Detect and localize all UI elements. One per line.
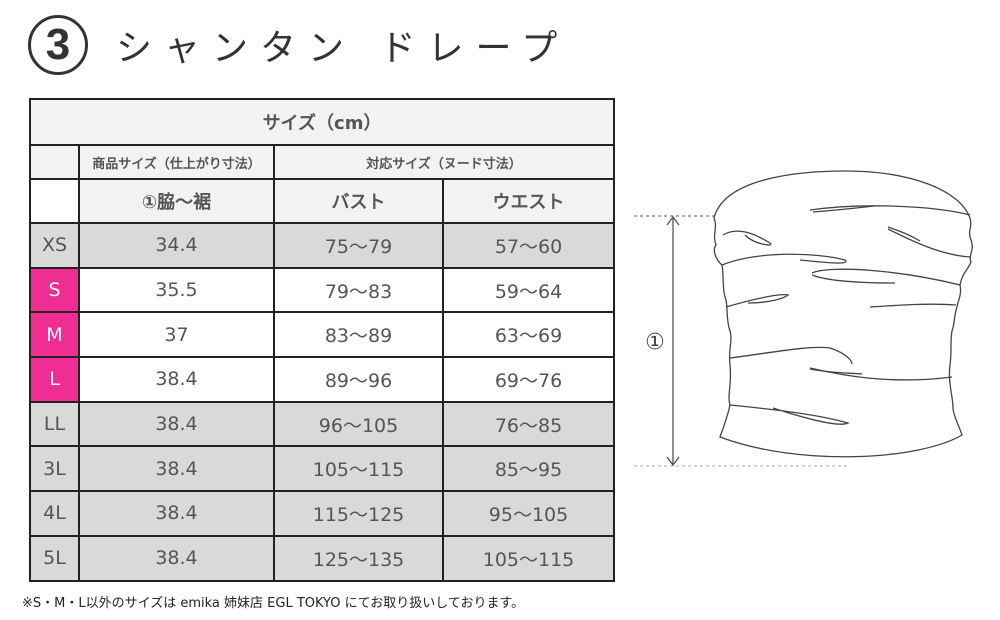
- table-row: 3L 38.4 105～115 85～95: [29, 445, 616, 493]
- length-cell: 38.4: [78, 534, 275, 582]
- waist-cell: 95～105: [441, 490, 616, 537]
- col-length: ①脇～裾: [78, 178, 275, 224]
- bust-cell: 83～89: [273, 311, 444, 359]
- length-cell: 38.4: [78, 356, 275, 403]
- product-name: シャンタン ドレープ: [116, 28, 570, 69]
- group-product-size: 商品サイズ（仕上がり寸法）: [78, 144, 275, 180]
- bust-cell: 125～135: [273, 534, 444, 582]
- measurement-label: ①: [645, 330, 665, 355]
- size-table: サイズ（cm） 商品サイズ（仕上がり寸法） 対応サイズ（ヌード寸法） ①脇～裾 バス…: [28, 98, 616, 582]
- bust-cell: 79～83: [273, 266, 444, 314]
- col-waist: ウエスト: [441, 178, 616, 224]
- bust-cell: 89～96: [273, 356, 444, 403]
- size-cell: L: [29, 356, 80, 403]
- col-bust: バスト: [273, 178, 444, 224]
- size-cell: XS: [29, 222, 80, 269]
- length-cell: 38.4: [78, 490, 275, 537]
- waist-cell: 105～115: [441, 534, 616, 582]
- table-row: 4L 38.4 115～125 95～105: [29, 490, 616, 537]
- bust-cell: 105～115: [273, 445, 444, 493]
- page-title: 3 シャンタン ドレープ: [28, 10, 569, 80]
- length-cell: 34.4: [78, 222, 275, 269]
- measurement-arrow: [666, 215, 680, 467]
- group-body-size: 対応サイズ（ヌード寸法）: [272, 144, 616, 180]
- size-cell: 4L: [29, 490, 80, 537]
- table-row: LL 38.4 96～105 76～85: [29, 400, 616, 448]
- size-cell: M: [29, 311, 80, 359]
- length-cell: 35.5: [78, 266, 275, 314]
- size-cell: 5L: [29, 534, 80, 582]
- waist-cell: 57～60: [441, 222, 616, 269]
- table-row: XS 34.4 75～79 57～60: [29, 222, 616, 269]
- garment-outline: [713, 170, 973, 458]
- table-row: L 38.4 89～96 69～76: [29, 356, 616, 403]
- table-row: M 37 83～89 63～69: [29, 311, 616, 359]
- waist-cell: 63～69: [441, 311, 616, 359]
- table-row: 5L 38.4 125～135 105～115: [29, 534, 616, 582]
- table-row: S 35.5 79～83 59～64: [29, 266, 616, 314]
- size-cell: LL: [29, 400, 80, 448]
- bust-cell: 96～105: [273, 400, 444, 448]
- bust-cell: 75～79: [273, 222, 444, 269]
- waist-cell: 59～64: [441, 266, 616, 314]
- length-cell: 38.4: [78, 400, 275, 448]
- section-number: 3: [28, 15, 88, 75]
- garment-diagram: ①: [634, 170, 973, 467]
- length-cell: 38.4: [78, 445, 275, 493]
- table-header: サイズ（cm）: [28, 98, 616, 146]
- size-cell: S: [29, 266, 80, 314]
- waist-cell: 85～95: [441, 445, 616, 493]
- waist-cell: 69～76: [441, 356, 616, 403]
- footnote: ※S・M・L以外のサイズは emika 姉妹店 EGL TOKYO にてお取り扱…: [22, 596, 525, 611]
- size-cell: 3L: [29, 445, 80, 493]
- waist-cell: 76～85: [441, 400, 616, 448]
- length-cell: 37: [78, 311, 275, 359]
- bust-cell: 115～125: [273, 490, 444, 537]
